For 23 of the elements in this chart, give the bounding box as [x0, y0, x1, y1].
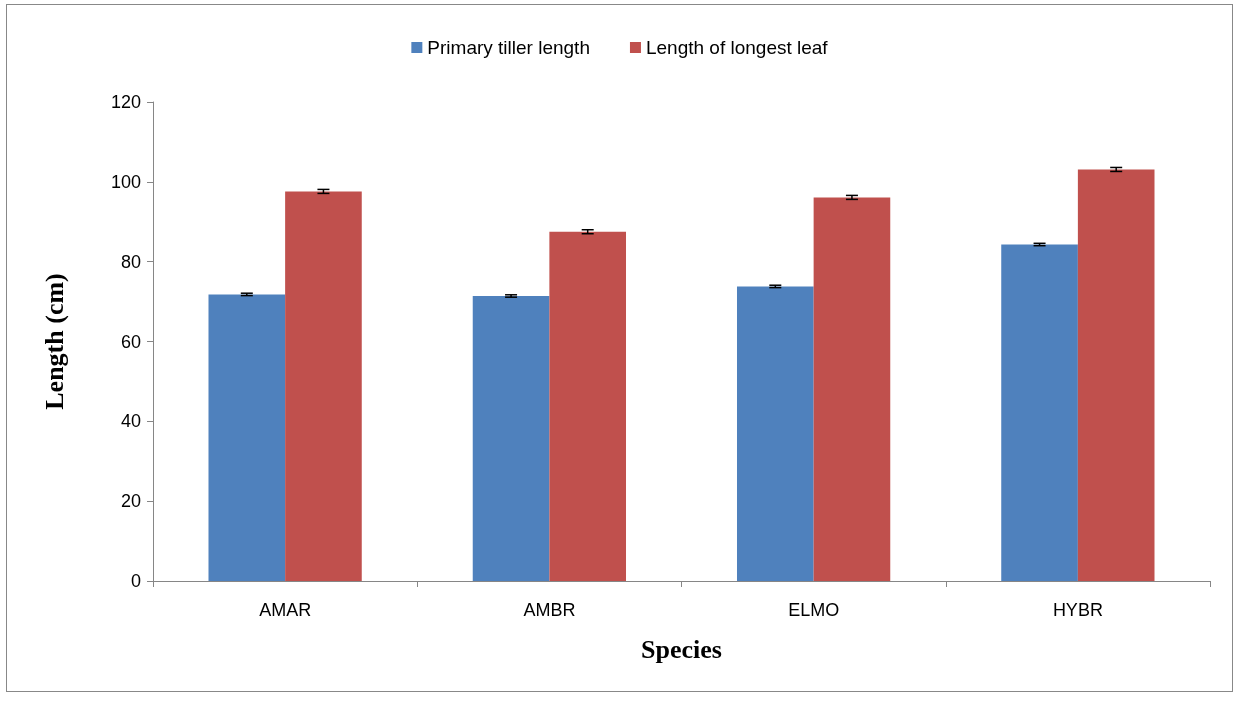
y-tick-label: 120: [110, 92, 141, 112]
bar: [285, 191, 362, 581]
x-axis-title: Species: [641, 634, 722, 664]
y-tick-label: 100: [110, 171, 141, 192]
bar: [813, 197, 891, 581]
y-tick-label: 40: [120, 411, 141, 432]
bar: [736, 286, 814, 581]
bar: [1077, 169, 1155, 581]
bar: [472, 296, 550, 581]
y-axis-title: Length (cm): [39, 273, 69, 410]
bar: [549, 231, 627, 581]
x-tick-label: HYBR: [1052, 600, 1103, 620]
bar: [208, 294, 286, 581]
x-tick-label: ELMO: [788, 600, 840, 620]
y-tick-label: 0: [130, 571, 141, 591]
y-tick-label: 80: [120, 251, 141, 272]
legend-label: Primary tiller length: [427, 37, 590, 58]
x-tick-label: AMAR: [259, 600, 312, 620]
legend-label: Length of longest leaf: [645, 37, 829, 58]
y-tick-label: 20: [120, 491, 141, 512]
x-tick-label: AMBR: [523, 600, 576, 620]
y-tick-label: 60: [120, 331, 141, 352]
bar: [1001, 244, 1078, 581]
